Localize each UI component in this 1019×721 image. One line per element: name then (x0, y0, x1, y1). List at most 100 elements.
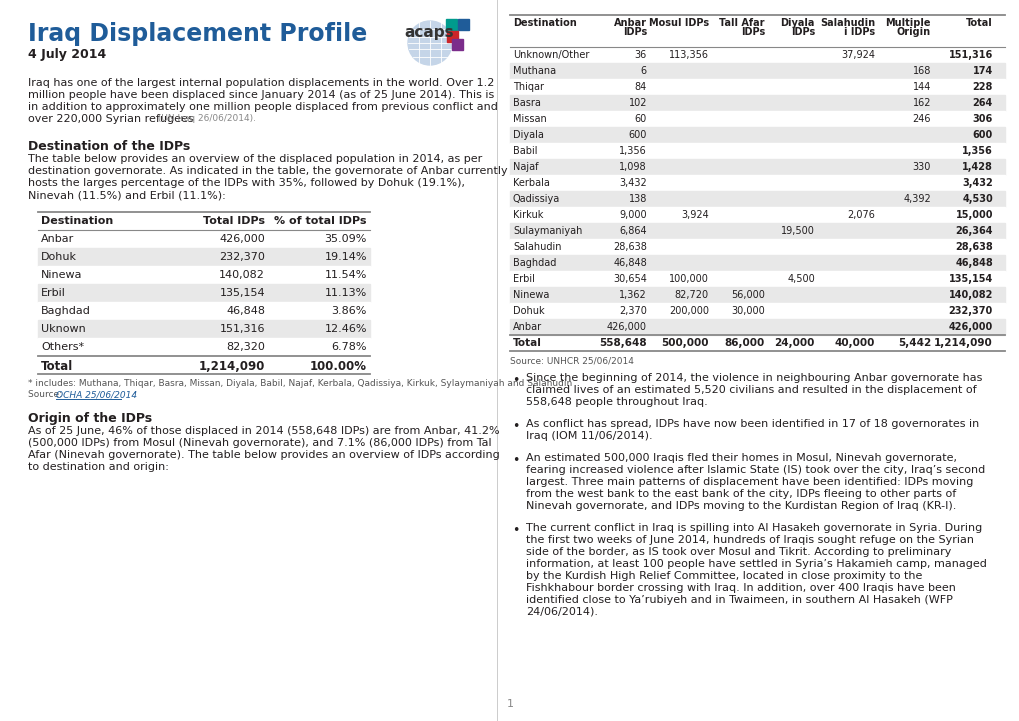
Text: 558,648 people throughout Iraq.: 558,648 people throughout Iraq. (526, 397, 707, 407)
Text: Salahudin: Salahudin (819, 18, 874, 28)
Text: Source:: Source: (28, 390, 65, 399)
Text: Destination: Destination (513, 18, 576, 28)
Text: As conflict has spread, IDPs have now been identified in 17 of 18 governorates i: As conflict has spread, IDPs have now be… (526, 419, 978, 429)
Text: 500,000: 500,000 (661, 338, 708, 348)
Text: 15,000: 15,000 (955, 210, 993, 220)
Text: Missan: Missan (513, 114, 546, 124)
Bar (510, 303, 1004, 319)
Text: 11.13%: 11.13% (324, 288, 367, 298)
Text: 9,000: 9,000 (619, 210, 646, 220)
Text: Erbil: Erbil (41, 288, 66, 298)
Bar (510, 47, 1004, 63)
Text: i IDPs: i IDPs (843, 27, 874, 37)
Bar (510, 63, 1004, 79)
Text: Anbar: Anbar (513, 322, 541, 332)
Text: Diyala: Diyala (513, 130, 543, 140)
Text: in addition to approximately one million people displaced from previous conflict: in addition to approximately one million… (28, 102, 497, 112)
Text: Unknown/Other: Unknown/Other (513, 50, 589, 60)
Text: 151,316: 151,316 (219, 324, 265, 334)
Circle shape (408, 21, 451, 65)
Text: Total: Total (965, 18, 993, 28)
Bar (38, 266, 370, 284)
Text: As of 25 June, 46% of those displaced in 2014 (558,648 IDPs) are from Anbar, 41.: As of 25 June, 46% of those displaced in… (28, 426, 499, 436)
Text: claimed lives of an estimated 5,520 civilians and resulted in the displacement o: claimed lives of an estimated 5,520 civi… (526, 385, 975, 395)
Text: Baghdad: Baghdad (513, 258, 555, 268)
Text: 102: 102 (628, 98, 646, 108)
Text: 1,098: 1,098 (619, 162, 646, 172)
Text: •: • (512, 454, 519, 467)
Text: (UN Iraq 26/06/2014).: (UN Iraq 26/06/2014). (155, 114, 256, 123)
Text: Babil: Babil (513, 146, 537, 156)
Text: 82,320: 82,320 (226, 342, 265, 352)
Text: Anbar: Anbar (613, 18, 646, 28)
Text: Afar (Ninevah governorate). The table below provides an overview of IDPs accordi: Afar (Ninevah governorate). The table be… (28, 450, 499, 460)
Bar (38, 248, 370, 266)
Text: 1,214,090: 1,214,090 (933, 338, 993, 348)
Text: 135,154: 135,154 (219, 288, 265, 298)
Text: Erbil: Erbil (513, 274, 534, 284)
Text: 232,370: 232,370 (948, 306, 993, 316)
Text: Baghdad: Baghdad (41, 306, 91, 316)
Bar (510, 207, 1004, 223)
Text: 138: 138 (628, 194, 646, 204)
Text: •: • (512, 374, 519, 387)
Text: OCHA 25/06/2014: OCHA 25/06/2014 (56, 390, 137, 399)
Text: 6: 6 (640, 66, 646, 76)
Text: 4 July 2014: 4 July 2014 (28, 48, 106, 61)
Text: Others*: Others* (41, 342, 84, 352)
Text: million people have been displaced since January 2014 (as of 25 June 2014). This: million people have been displaced since… (28, 90, 494, 100)
Text: Kirkuk: Kirkuk (513, 210, 543, 220)
Bar (510, 319, 1004, 335)
Text: 19.14%: 19.14% (324, 252, 367, 262)
Bar (510, 175, 1004, 191)
Bar (510, 159, 1004, 175)
Text: Fishkhabour border crossing with Iraq. In addition, over 400 Iraqis have been: Fishkhabour border crossing with Iraq. I… (526, 583, 955, 593)
Bar (510, 191, 1004, 207)
Text: 28,638: 28,638 (612, 242, 646, 252)
Text: 3,432: 3,432 (619, 178, 646, 188)
Text: 4,530: 4,530 (961, 194, 993, 204)
Text: Total IDPs: Total IDPs (203, 216, 265, 226)
Text: 4,500: 4,500 (787, 274, 814, 284)
Text: identified close to Ya’rubiyeh and in Twaimeen, in southern Al Hasakeh (WFP: identified close to Ya’rubiyeh and in Tw… (526, 595, 952, 605)
Text: Since the beginning of 2014, the violence in neighbouring Anbar governorate has: Since the beginning of 2014, the violenc… (526, 373, 981, 383)
Text: Ninewa: Ninewa (513, 290, 549, 300)
Text: 2,076: 2,076 (847, 210, 874, 220)
Text: 426,000: 426,000 (948, 322, 993, 332)
Text: from the west bank to the east bank of the city, IDPs fleeing to other parts of: from the west bank to the east bank of t… (526, 489, 956, 499)
Text: •: • (512, 420, 519, 433)
Text: 1,362: 1,362 (619, 290, 646, 300)
Text: 1,356: 1,356 (961, 146, 993, 156)
Text: IDPs: IDPs (623, 27, 646, 37)
Text: 168: 168 (912, 66, 930, 76)
Bar (458, 19, 469, 30)
Text: 40,000: 40,000 (834, 338, 874, 348)
Text: acaps: acaps (404, 25, 453, 40)
Text: 60: 60 (634, 114, 646, 124)
Text: 84: 84 (634, 82, 646, 92)
Text: Iraq (IOM 11/06/2014).: Iraq (IOM 11/06/2014). (526, 431, 652, 441)
Text: Anbar: Anbar (41, 234, 74, 244)
Text: Diyala: Diyala (780, 18, 814, 28)
Text: Kerbala: Kerbala (513, 178, 549, 188)
Text: 140,082: 140,082 (948, 290, 993, 300)
Bar (38, 230, 370, 248)
Text: over 220,000 Syrian refugees: over 220,000 Syrian refugees (28, 114, 194, 124)
Bar (510, 143, 1004, 159)
Text: 3.86%: 3.86% (331, 306, 367, 316)
Text: Mosul IDPs: Mosul IDPs (648, 18, 708, 28)
Text: 174: 174 (972, 66, 993, 76)
Text: 228: 228 (972, 82, 993, 92)
Text: 35.09%: 35.09% (324, 234, 367, 244)
Text: Origin of the IDPs: Origin of the IDPs (28, 412, 152, 425)
Text: 144: 144 (912, 82, 930, 92)
Text: fearing increased violence after Islamic State (IS) took over the city, Iraq’s s: fearing increased violence after Islamic… (526, 465, 984, 475)
Text: Ninevah (11.5%) and Erbil (11.1%):: Ninevah (11.5%) and Erbil (11.1%): (28, 190, 225, 200)
Text: Ninevah governorate, and IDPs moving to the Kurdistan Region of Iraq (KR-I).: Ninevah governorate, and IDPs moving to … (526, 501, 956, 511)
Text: 37,924: 37,924 (841, 50, 874, 60)
Text: 1,214,090: 1,214,090 (199, 360, 265, 373)
Text: Dohuk: Dohuk (41, 252, 76, 262)
Text: The current conflict in Iraq is spilling into Al Hasakeh governorate in Syria. D: The current conflict in Iraq is spilling… (526, 523, 981, 533)
Text: information, at least 100 people have settled in Syria’s Hakamieh camp, managed: information, at least 100 people have se… (526, 559, 986, 569)
Text: Thiqar: Thiqar (513, 82, 543, 92)
